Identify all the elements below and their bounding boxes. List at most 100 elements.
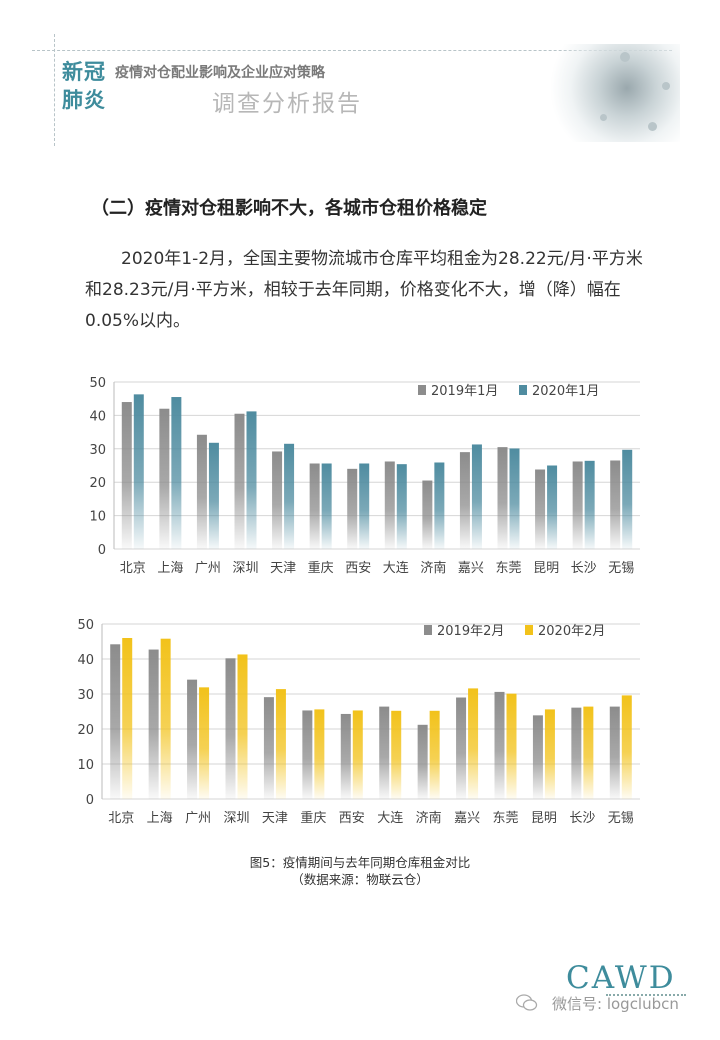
bar-current-year	[547, 465, 558, 549]
legend-swatch	[424, 625, 432, 635]
y-tick-label: 40	[77, 653, 94, 668]
virus-spike	[600, 114, 607, 121]
bar-current-year	[396, 464, 407, 549]
bar-current-year	[237, 654, 248, 799]
legend-label: 2019年2月	[437, 624, 504, 639]
bar-prev-year	[309, 463, 320, 549]
chart-february-svg: 0 10 20 30 40 50 北京 上海 广州 深圳 天津 重庆 西安 大连 济南 嘉兴 东莞 昆明 长沙 无锡 2…	[77, 618, 640, 826]
wechat-icon	[516, 994, 538, 1011]
legend-swatch	[519, 385, 527, 395]
header-subtitle: 疫情对仓配业影响及企业应对策略	[115, 65, 325, 81]
x-tick-label: 重庆	[300, 810, 326, 826]
chart-january: 0 10 20 30 40 50 北京 上海 广州 深圳 天津 重庆 西安 大连 济南 嘉兴 东莞 昆明 长沙 无锡 2…	[0, 368, 720, 583]
x-tick-label: 西安	[345, 561, 371, 576]
bar-prev-year	[571, 707, 582, 799]
bar-prev-year	[456, 697, 467, 799]
y-tick-label: 20	[89, 476, 106, 491]
figure-source: （数据来源：物联云仓）	[291, 872, 429, 887]
bar-current-year	[434, 462, 445, 549]
x-tick-label: 广州	[185, 811, 211, 826]
bar-current-year	[471, 444, 482, 549]
bar-current-year	[359, 463, 370, 549]
legend-label: 2020年2月	[538, 624, 605, 639]
y-tick-label: 30	[77, 688, 94, 703]
x-tick-label: 长沙	[571, 561, 597, 576]
x-tick-label: 无锡	[608, 811, 634, 826]
bar-prev-year	[497, 447, 508, 549]
y-tick-label: 40	[89, 409, 106, 424]
bar-prev-year	[384, 461, 395, 549]
header-keyword-line1: 新冠	[62, 60, 106, 84]
bar-current-year	[246, 411, 257, 549]
x-tick-label: 嘉兴	[454, 811, 480, 826]
bar-prev-year	[347, 468, 358, 549]
x-tick-label: 广州	[195, 561, 221, 576]
bar-prev-year	[225, 658, 236, 799]
header-dashed-line	[32, 50, 672, 51]
bar-prev-year	[535, 469, 546, 549]
x-tick-label: 东莞	[495, 561, 521, 576]
x-tick-label: 大连	[383, 560, 409, 576]
x-tick-label: 昆明	[533, 561, 559, 576]
x-tick-label: 天津	[262, 811, 288, 826]
section-paragraph-text: 2020年1-2月，全国主要物流城市仓库平均租金为28.22元/月·平方米和28…	[85, 249, 643, 331]
x-tick-label: 北京	[108, 811, 134, 826]
header-keyword-line2: 肺炎	[62, 88, 106, 112]
x-tick-label: 长沙	[569, 811, 595, 826]
virus-illustration	[540, 44, 680, 142]
y-tick-label: 0	[98, 543, 106, 558]
y-tick-label: 0	[86, 793, 94, 808]
bar-current-year	[275, 689, 286, 799]
header-dashed-vertical-line	[54, 34, 55, 146]
x-tick-label: 上海	[147, 811, 173, 826]
x-tick-label: 深圳	[232, 561, 258, 576]
bar-prev-year	[272, 451, 283, 549]
section-title: （二）疫情对仓租影响不大，各城市仓租价格稳定	[91, 198, 487, 219]
wechat-id-watermark: 微信号: logclubcn	[552, 995, 679, 1013]
bar-current-year	[622, 449, 633, 549]
bar-current-year	[506, 693, 517, 799]
bar-current-year	[583, 706, 594, 799]
y-tick-label: 30	[89, 443, 106, 458]
chart-january-svg: 0 10 20 30 40 50 北京 上海 广州 深圳 天津 重庆 西安 大连 济南 嘉兴 东莞 昆明 长沙 无锡 2…	[89, 376, 640, 576]
virus-spike	[620, 52, 630, 62]
logo-underline	[606, 994, 686, 1000]
bar-prev-year	[159, 408, 170, 549]
figure-caption: 图5：疫情期间与去年同期仓库租金对比	[249, 855, 471, 870]
bar-prev-year	[148, 649, 159, 799]
bar-prev-year	[263, 697, 274, 799]
bar-current-year	[171, 397, 182, 549]
x-tick-label: 嘉兴	[458, 561, 484, 576]
x-tick-label: 天津	[270, 561, 296, 576]
bar-prev-year	[572, 461, 583, 549]
bar-current-year	[133, 394, 144, 549]
bar-current-year	[509, 448, 520, 549]
bar-prev-year	[110, 644, 121, 799]
bar-current-year	[160, 638, 171, 799]
bar-prev-year	[494, 691, 505, 799]
bar-prev-year	[532, 715, 543, 799]
bar-prev-year	[187, 679, 198, 799]
bar-current-year	[544, 709, 555, 799]
y-tick-label: 10	[89, 510, 106, 525]
bar-prev-year	[610, 460, 621, 549]
bar-current-year	[621, 695, 632, 799]
bar-prev-year	[196, 434, 207, 549]
x-tick-label: 上海	[157, 561, 183, 576]
section-paragraph: 2020年1-2月，全国主要物流城市仓库平均租金为28.22元/月·平方米和28…	[85, 244, 645, 337]
bar-prev-year	[379, 706, 390, 799]
bar-prev-year	[459, 452, 470, 549]
bar-prev-year	[417, 724, 428, 799]
bar-current-year	[468, 688, 479, 799]
bar-prev-year	[302, 710, 313, 799]
y-tick-label: 10	[77, 758, 94, 773]
x-tick-label: 重庆	[308, 560, 334, 576]
legend-swatch	[525, 625, 533, 635]
bar-current-year	[122, 638, 133, 799]
chart-february: 0 10 20 30 40 50 北京 上海 广州 深圳 天津 重庆 西安 大连 济南 嘉兴 东莞 昆明 长沙 无锡 2…	[0, 612, 720, 832]
bar-prev-year	[340, 713, 351, 799]
bar-current-year	[391, 710, 402, 799]
x-tick-label: 大连	[377, 810, 403, 826]
y-tick-label: 20	[77, 723, 94, 738]
bar-prev-year	[422, 480, 433, 549]
